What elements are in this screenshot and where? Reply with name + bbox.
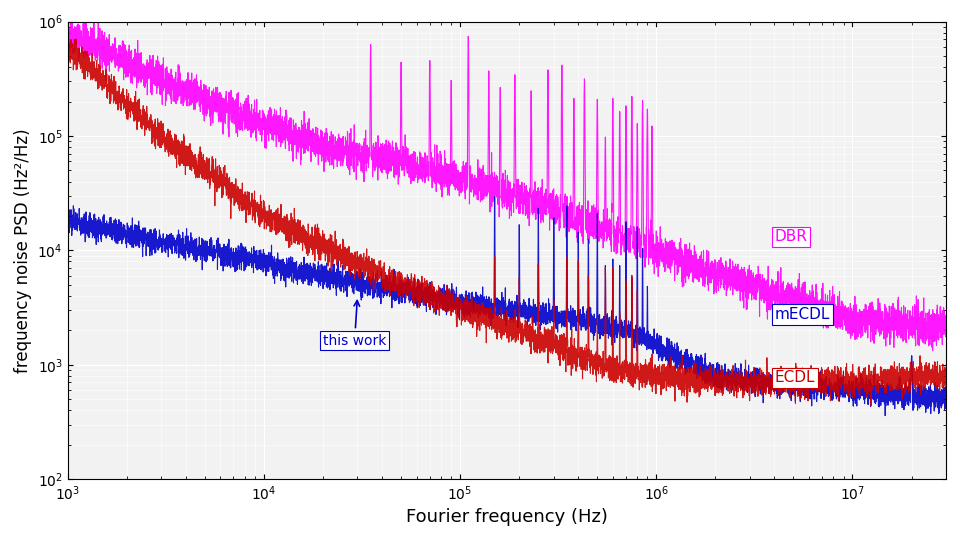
Y-axis label: frequency noise PSD (Hz²/Hz): frequency noise PSD (Hz²/Hz) (13, 128, 32, 373)
Text: ECDL: ECDL (775, 370, 815, 386)
Text: this work: this work (323, 301, 386, 348)
X-axis label: Fourier frequency (Hz): Fourier frequency (Hz) (406, 508, 608, 526)
Text: DBR: DBR (775, 230, 807, 244)
Text: mECDL: mECDL (775, 307, 829, 322)
